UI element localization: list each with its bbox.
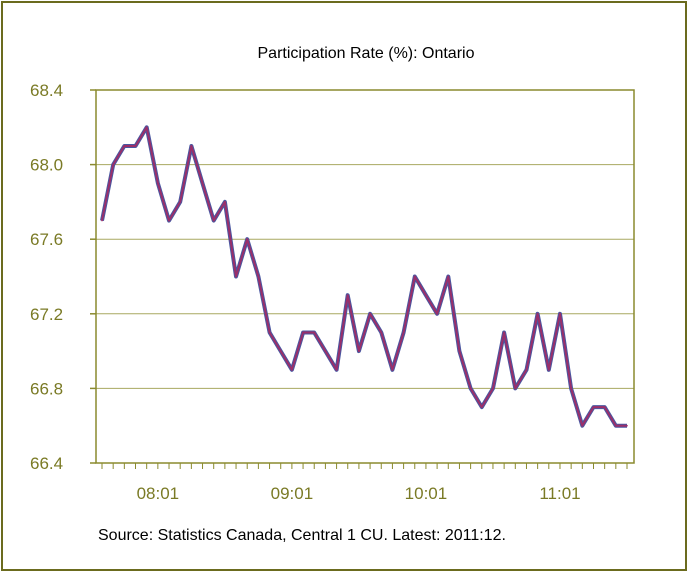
data-point (615, 424, 617, 427)
y-axis-ticks: 68.4 68.0 67.6 67.2 66.8 66.4 (30, 81, 96, 473)
data-point (447, 275, 450, 278)
data-point (480, 406, 483, 408)
data-point (123, 145, 126, 147)
data-point (548, 368, 550, 371)
data-point (380, 331, 383, 334)
series-line-shadow (100, 125, 627, 428)
data-point (168, 219, 170, 222)
data-point (145, 126, 148, 129)
x-tick-label: 08:01 (137, 484, 180, 503)
data-point (525, 368, 528, 371)
data-point (391, 368, 394, 371)
data-point (302, 331, 304, 334)
series-line (101, 126, 627, 427)
data-point (425, 294, 427, 296)
x-tick-label: 11:01 (539, 484, 580, 503)
data-point (179, 201, 181, 203)
x-tick-label: 10:01 (405, 484, 448, 503)
y-tick-label: 66.8 (30, 379, 63, 398)
y-tick-label: 67.2 (30, 305, 63, 324)
data-point (369, 313, 371, 315)
data-point (134, 145, 137, 147)
data-point (346, 294, 349, 296)
y-tick-label: 67.6 (30, 230, 63, 249)
data-point (413, 275, 416, 278)
data-point (101, 219, 103, 222)
data-point (235, 275, 237, 278)
data-point (335, 368, 338, 371)
data-point (324, 350, 327, 352)
x-axis-ticks: 08:01 09:01 10:01 11:01 (101, 463, 628, 503)
data-point (592, 406, 595, 408)
data-point (291, 368, 293, 371)
data-point (570, 387, 572, 390)
series-lines (100, 125, 628, 428)
data-point (279, 350, 282, 352)
data-point (469, 387, 472, 390)
data-point (358, 350, 360, 352)
data-point (112, 163, 114, 166)
data-point (201, 182, 204, 185)
data-point (246, 238, 249, 240)
y-tick-label: 68.0 (30, 156, 63, 175)
data-point (503, 331, 505, 334)
data-point (313, 331, 316, 334)
data-point (458, 350, 461, 352)
y-tick-label: 66.4 (30, 454, 63, 473)
data-point (212, 219, 215, 222)
data-point (157, 182, 159, 185)
data-point (559, 313, 561, 315)
data-point (492, 387, 494, 390)
data-point (603, 406, 606, 408)
data-point (268, 331, 271, 334)
data-point (224, 201, 226, 203)
data-point (402, 331, 405, 334)
plot-area-border (95, 89, 635, 464)
data-point (514, 387, 517, 390)
data-point (436, 313, 438, 315)
chart-title: Participation Rate (%): Ontario (258, 45, 475, 62)
source-note: Source: Statistics Canada, Central 1 CU.… (98, 527, 506, 544)
data-point (581, 424, 584, 427)
x-tick-label: 09:01 (271, 484, 314, 503)
data-point (190, 145, 193, 147)
data-point (536, 313, 539, 315)
data-point (626, 424, 628, 427)
y-tick-label: 68.4 (30, 81, 63, 100)
data-point (257, 275, 260, 278)
